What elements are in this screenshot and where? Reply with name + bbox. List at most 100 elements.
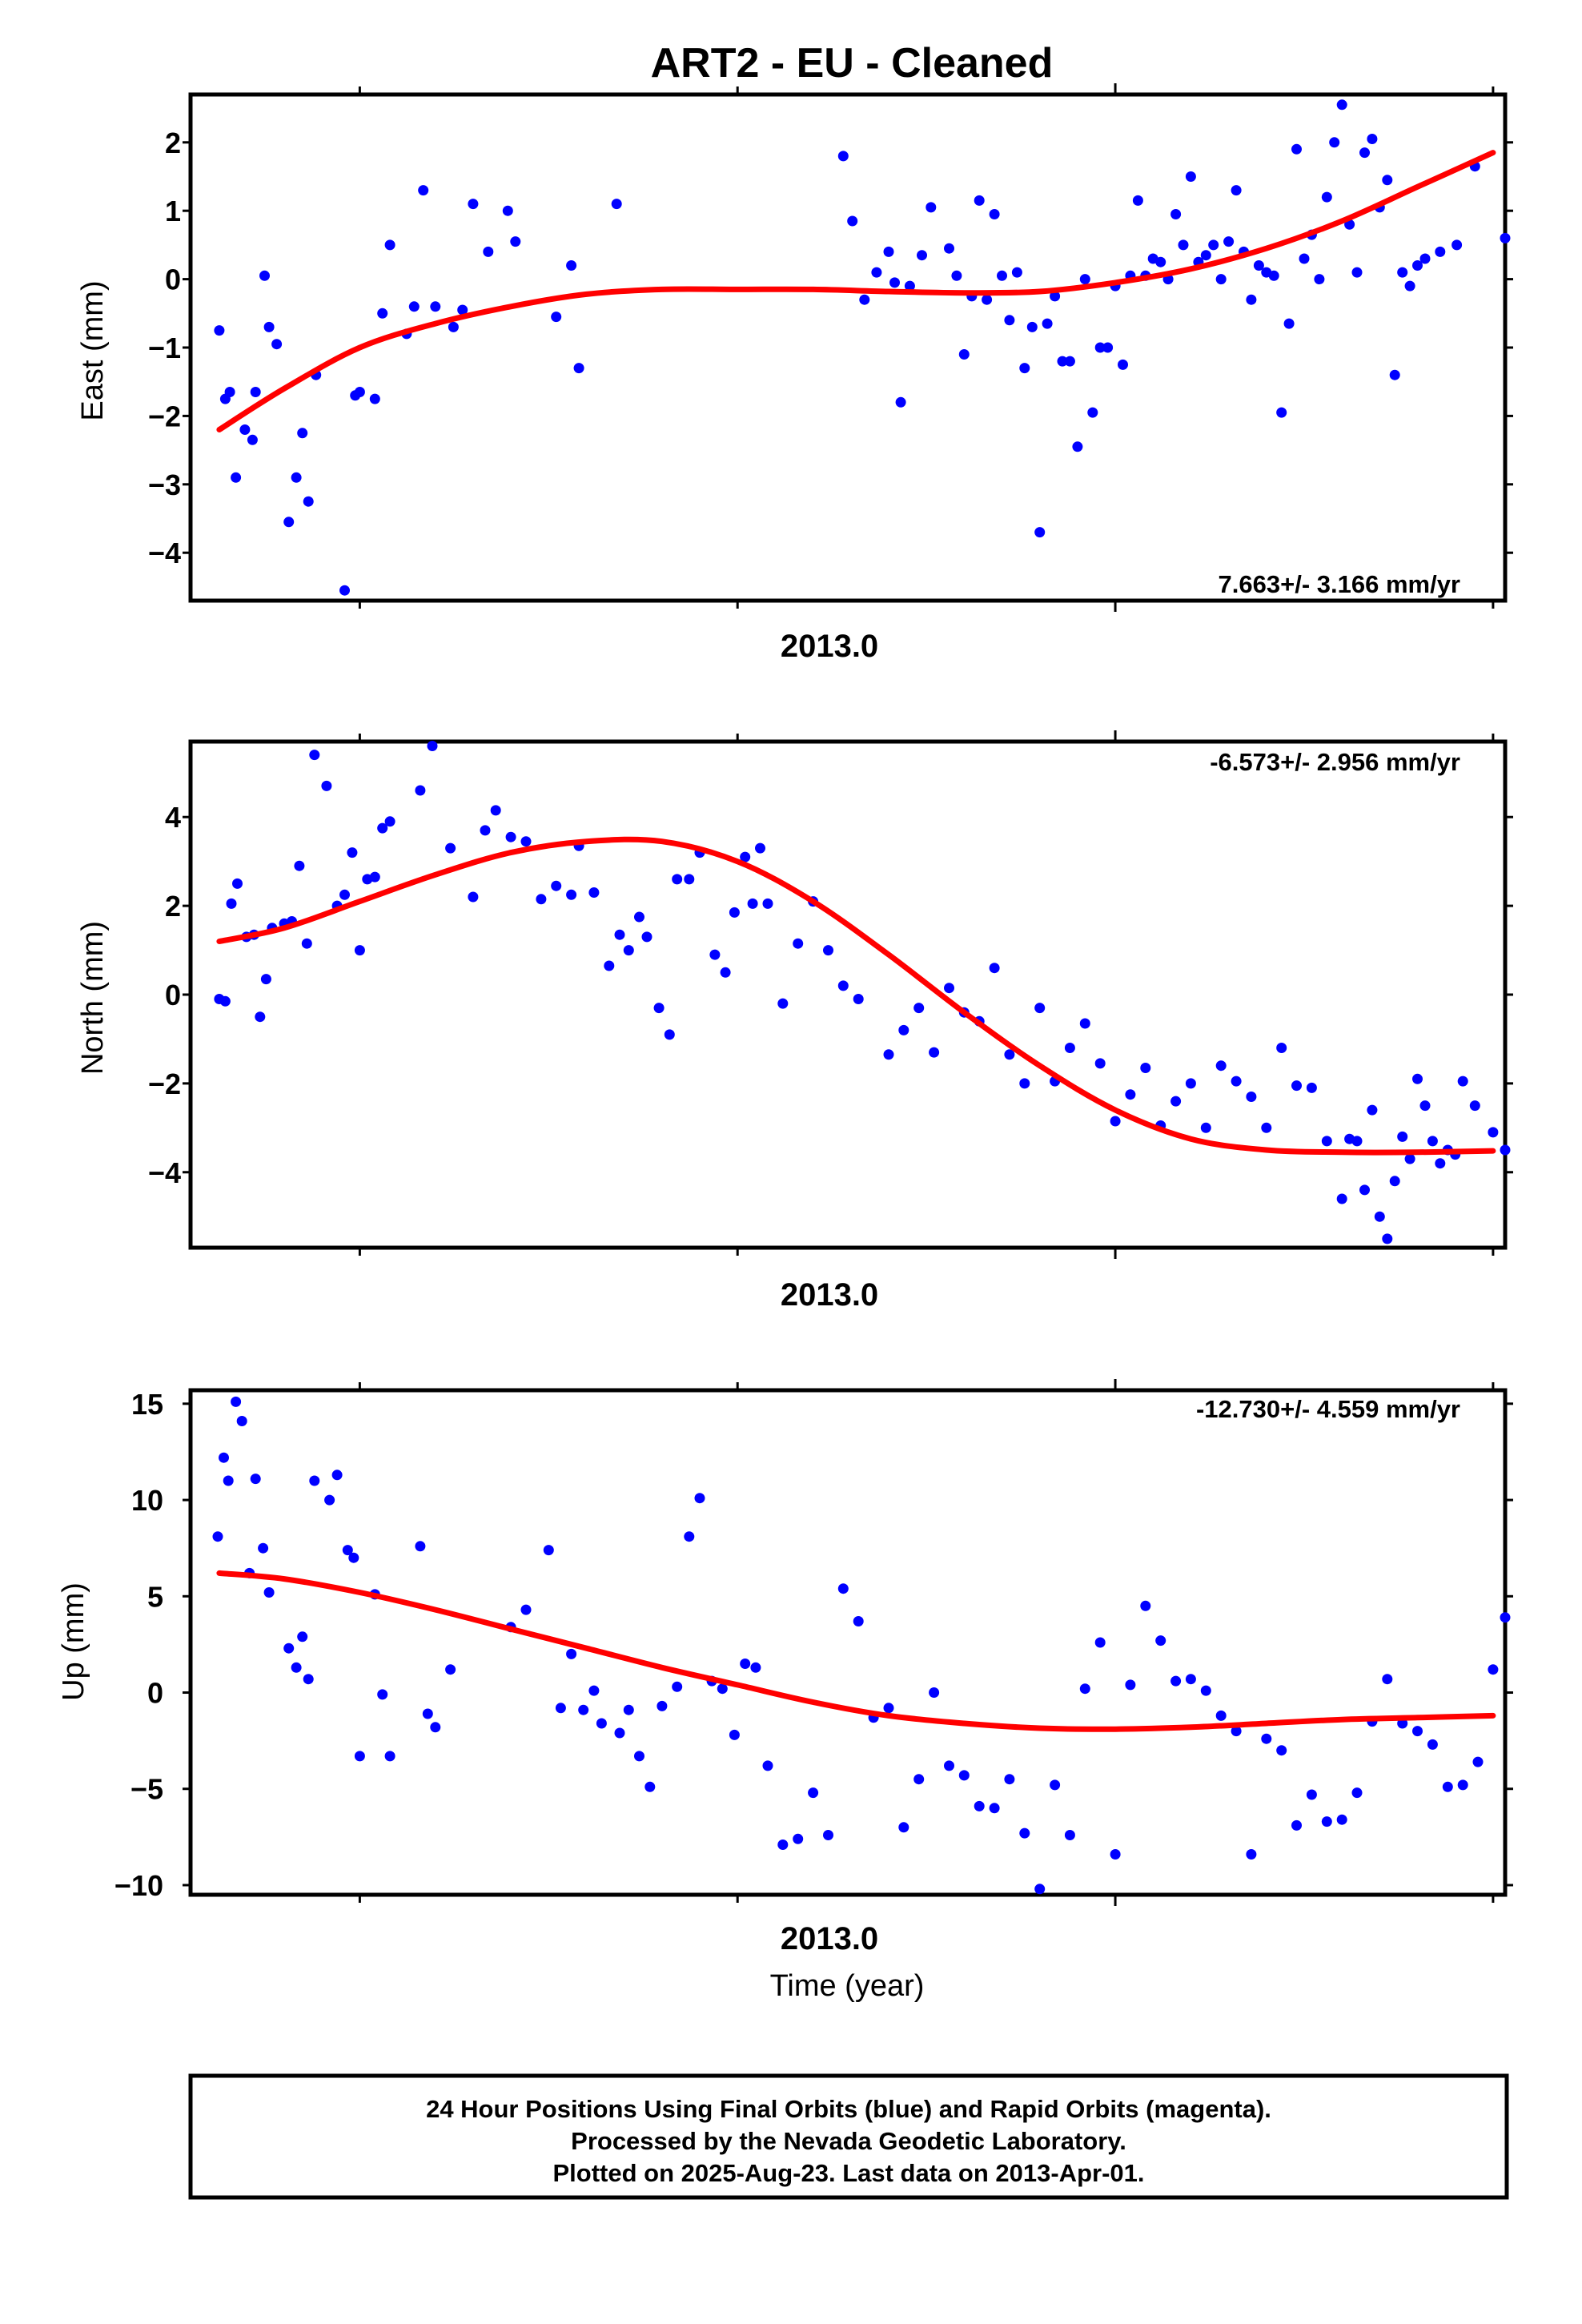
east-data-point <box>369 393 380 404</box>
north-data-point <box>1276 1043 1287 1053</box>
up-data-point <box>837 1583 849 1594</box>
up-data-point <box>324 1494 335 1506</box>
north-data-point <box>614 929 625 940</box>
up-data-point <box>672 1681 683 1692</box>
up-y-tick-label: −5 <box>130 1773 163 1806</box>
east-data-point <box>468 199 479 210</box>
east-data-point <box>1382 175 1393 186</box>
east-data-point <box>1185 171 1196 182</box>
north-data-point <box>339 889 350 900</box>
north-data-point <box>1382 1233 1393 1244</box>
up-data-point <box>430 1722 441 1733</box>
up-data-point <box>1306 1789 1317 1800</box>
up-data-point <box>974 1800 985 1811</box>
up-data-point <box>1140 1600 1151 1611</box>
east-data-point <box>231 472 242 483</box>
up-data-point <box>1500 1612 1511 1623</box>
up-data-point <box>297 1631 308 1642</box>
east-data-point <box>297 428 308 439</box>
east-data-point <box>1389 369 1400 380</box>
east-data-point <box>1064 356 1075 367</box>
north-data-point <box>536 894 547 905</box>
north-plot-frame <box>188 739 1508 1250</box>
north-data-point <box>1404 1153 1415 1164</box>
up-y-tick-label: 15 <box>131 1388 163 1421</box>
north-data-point <box>913 1003 925 1014</box>
east-data-point <box>1042 318 1053 329</box>
north-data-point <box>793 938 804 949</box>
up-data-point <box>1185 1674 1196 1685</box>
east-data-point <box>566 260 577 271</box>
east-data-point <box>1019 363 1030 374</box>
north-data-point <box>729 907 740 918</box>
north-rate-label: -6.573+/- 2.956 mm/yr <box>1210 748 1460 776</box>
up-data-point <box>1034 1884 1046 1895</box>
north-data-point <box>709 949 721 960</box>
north-y-tick-label: −2 <box>148 1068 181 1100</box>
north-data-point <box>720 967 731 978</box>
up-data-point <box>989 1803 1000 1814</box>
east-data-point <box>859 294 870 305</box>
east-data-point <box>483 246 494 257</box>
up-data-point <box>883 1703 894 1714</box>
east-data-point <box>1419 253 1431 264</box>
north-data-point <box>551 880 562 891</box>
north-data-point <box>684 874 695 885</box>
east-data-point <box>904 280 915 292</box>
east-data-point <box>430 301 441 312</box>
footer-line-3: Plotted on 2025-Aug-23. Last data on 201… <box>552 2159 1144 2187</box>
up-data-point <box>1442 1781 1453 1792</box>
up-data-point <box>913 1774 925 1785</box>
east-data-point <box>214 325 225 336</box>
up-data-point <box>1170 1675 1182 1687</box>
east-data-point <box>1404 280 1415 292</box>
up-data-point <box>1382 1674 1393 1685</box>
east-data-point <box>510 236 521 247</box>
up-data-point <box>348 1552 359 1563</box>
east-rate-label: 7.663+/- 3.166 mm/yr <box>1219 570 1460 598</box>
north-data-point <box>309 750 320 761</box>
panel-east: East (mm) 2013.0 2 1 0 −1 −2 −3 −4 7.663+/- 3.1… <box>76 83 1513 664</box>
north-data-point <box>634 911 644 923</box>
up-data-point <box>684 1531 695 1542</box>
up-data-point <box>219 1452 229 1463</box>
north-data-point <box>347 847 358 858</box>
north-data-point <box>354 945 365 956</box>
east-data-point <box>1329 137 1340 148</box>
north-data-point <box>520 836 532 847</box>
up-y-tick-label: 5 <box>147 1580 163 1613</box>
north-data-point <box>883 1049 894 1060</box>
up-data-point <box>212 1531 223 1542</box>
x-axis-label: Time (year) <box>770 1969 925 2003</box>
up-x-tick-label: 2013.0 <box>781 1921 878 1956</box>
east-data-point <box>1299 253 1310 264</box>
up-data-point <box>309 1475 320 1486</box>
up-data-point <box>958 1770 970 1781</box>
north-data-point <box>1170 1096 1182 1107</box>
up-data-point <box>1276 1745 1287 1756</box>
north-data-point <box>747 898 758 909</box>
up-data-point <box>694 1493 705 1504</box>
up-data-point <box>1261 1733 1272 1744</box>
north-data-point <box>623 945 634 956</box>
up-y-axis-label: Up (mm) <box>57 1582 90 1701</box>
east-data-point <box>1208 239 1219 251</box>
north-y-tick-label: 0 <box>165 979 181 1011</box>
east-data-point <box>239 424 251 435</box>
north-data-point <box>653 1003 665 1014</box>
east-x-tick-label: 2013.0 <box>781 629 878 664</box>
up-data-point <box>1019 1827 1030 1839</box>
up-data-point <box>596 1718 607 1729</box>
north-data-point <box>1125 1089 1136 1100</box>
east-data-point <box>263 321 275 332</box>
footer-box: 24 Hour Positions Using Final Orbits (bl… <box>188 2073 1509 2200</box>
east-y-tick-label: 0 <box>165 263 181 296</box>
up-data-point <box>1427 1739 1438 1750</box>
up-data-point <box>644 1781 656 1792</box>
up-data-point <box>377 1689 388 1700</box>
east-data-point <box>224 387 235 397</box>
east-data-point <box>1412 260 1423 271</box>
east-data-point <box>982 294 993 305</box>
north-data-point <box>427 741 438 751</box>
